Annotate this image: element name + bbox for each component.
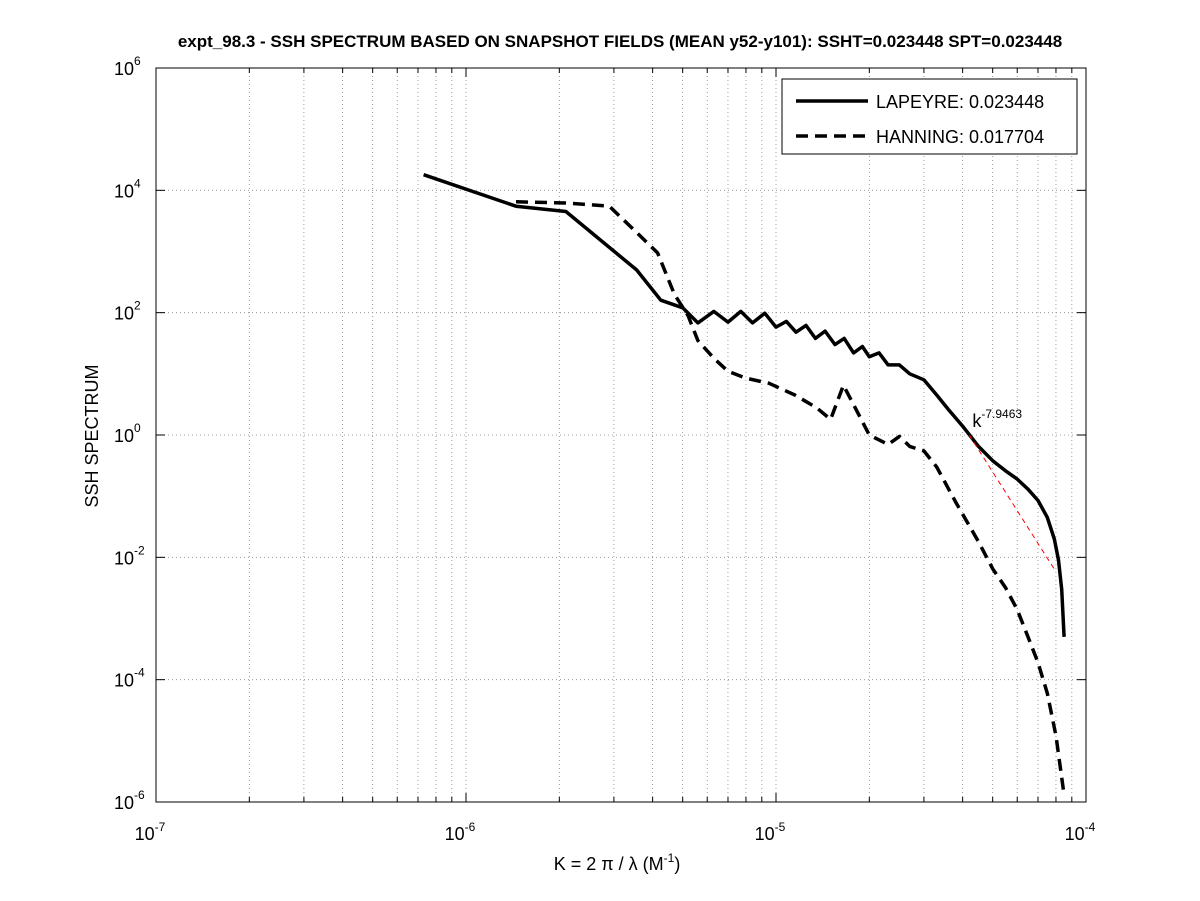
legend-box — [781, 78, 1078, 155]
y-tick-labels: 10-6 10-4 10-2 100 102 104 106 — [114, 54, 145, 813]
plot-frame — [155, 67, 1087, 803]
x-tick-label: 10-5 — [755, 820, 786, 844]
y-axis-label: SSH SPECTRUM — [82, 364, 102, 507]
tick-marks — [155, 67, 1086, 803]
x-tick-label: 10-6 — [445, 820, 476, 844]
y-tick-label: 102 — [114, 299, 141, 324]
annotation-group: k-7.9463 — [972, 407, 1022, 431]
x-tick-labels: 10-7 10-6 10-5 10-4 — [135, 820, 1096, 844]
legend-label-lapeyre: LAPEYRE: 0.023448 — [876, 92, 1044, 112]
x-tick-label: 10-4 — [1065, 820, 1096, 844]
y-tick-label: 104 — [114, 176, 141, 201]
grid-lines — [156, 68, 1086, 802]
series-line-lapeyre — [423, 173, 1066, 637]
y-tick-label: 10-2 — [114, 543, 145, 568]
legend: LAPEYRE: 0.023448 HANNING: 0.017704 — [781, 78, 1078, 155]
y-tick-label: 100 — [114, 421, 141, 446]
fit-line-group — [968, 434, 1057, 573]
chart-title: expt_98.3 - SSH SPECTRUM BASED ON SNAPSH… — [178, 32, 1062, 51]
slope-annotation: k-7.9463 — [972, 407, 1022, 431]
plot-series — [423, 173, 1066, 796]
series-line-hanning — [515, 200, 1066, 796]
y-tick-label: 10-6 — [114, 788, 145, 813]
legend-label-hanning: HANNING: 0.017704 — [876, 127, 1044, 147]
y-tick-label: 106 — [114, 54, 141, 79]
y-tick-label: 10-4 — [114, 666, 145, 691]
x-tick-label: 10-7 — [135, 820, 166, 844]
x-axis-label: K = 2 π / λ (M-1) — [554, 851, 681, 874]
fit-line — [968, 434, 1057, 573]
